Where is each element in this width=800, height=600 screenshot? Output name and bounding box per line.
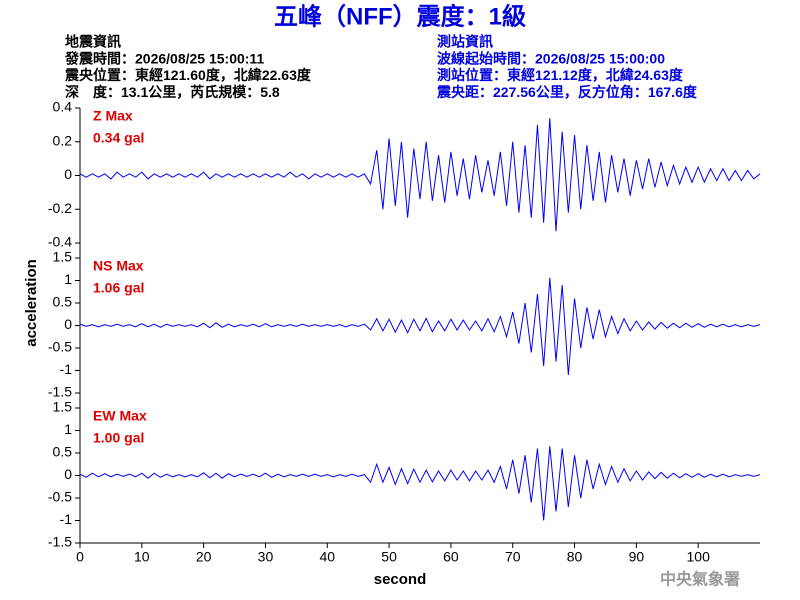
y-tick-label: 0.5: [53, 294, 73, 310]
y-tick-label: 0.4: [53, 99, 73, 115]
x-tick-label: 60: [443, 549, 459, 565]
y-axis-label: acceleration: [23, 259, 40, 347]
x-tick-label: 0: [76, 549, 84, 565]
panel-label: Z Max: [93, 108, 133, 124]
waveform: [79, 446, 761, 521]
info-line: 測站資訊: [437, 34, 493, 50]
y-tick-label: -1.5: [48, 384, 72, 400]
peak-label: 1.00 gal: [93, 430, 144, 446]
y-tick-label: 0: [64, 166, 72, 182]
y-tick-label: -1: [60, 361, 73, 377]
y-tick-label: 0.5: [53, 444, 73, 460]
waveform: [79, 118, 761, 232]
x-tick-label: 100: [687, 549, 711, 565]
x-tick-label: 10: [134, 549, 150, 565]
y-tick-label: 1: [64, 421, 72, 437]
y-tick-label: 1: [64, 271, 72, 287]
waveform: [79, 277, 761, 376]
panel-label: NS Max: [93, 258, 144, 274]
x-tick-label: 90: [629, 549, 645, 565]
x-tick-label: 70: [505, 549, 521, 565]
y-tick-label: -0.2: [48, 200, 72, 216]
x-tick-label: 40: [319, 549, 335, 565]
y-tick-label: 0: [64, 466, 72, 482]
y-tick-label: 0: [64, 316, 72, 332]
y-tick-label: -1: [60, 511, 73, 527]
info-line: 發震時間：2026/08/25 15:00:11: [64, 50, 264, 66]
info-line: 地震資訊: [65, 34, 121, 50]
x-tick-label: 20: [196, 549, 212, 565]
y-tick-label: 0.2: [53, 132, 73, 148]
y-tick-label: -1.5: [48, 534, 72, 550]
y-tick-label: -0.5: [48, 339, 72, 355]
x-tick-label: 30: [258, 549, 274, 565]
info-line: 震央距：227.56公里，反方位角：167.6度: [436, 84, 698, 100]
x-tick-label: 80: [567, 549, 583, 565]
info-line: 波線起始時間：2026/08/25 15:00:00: [437, 50, 665, 66]
x-tick-label: 50: [381, 549, 397, 565]
credit: 中央氣象署: [660, 570, 740, 589]
x-axis-label: second: [374, 571, 427, 588]
peak-label: 1.06 gal: [93, 280, 144, 296]
info-line: 震央位置：東經121.60度，北緯22.63度: [64, 67, 312, 83]
y-tick-label: -0.5: [48, 489, 72, 505]
chart-title: 五峰（NFF）震度：1級: [274, 2, 526, 30]
y-tick-label: 1.5: [53, 249, 73, 265]
info-line: 測站位置：東經121.12度，北緯24.63度: [437, 67, 684, 83]
panel-label: EW Max: [93, 408, 147, 424]
peak-label: 0.34 gal: [93, 130, 144, 146]
y-tick-label: -0.4: [48, 234, 72, 250]
y-tick-label: 1.5: [53, 399, 73, 415]
info-line: 深 度：13.1公里，芮氏規模：5.8: [65, 84, 280, 100]
